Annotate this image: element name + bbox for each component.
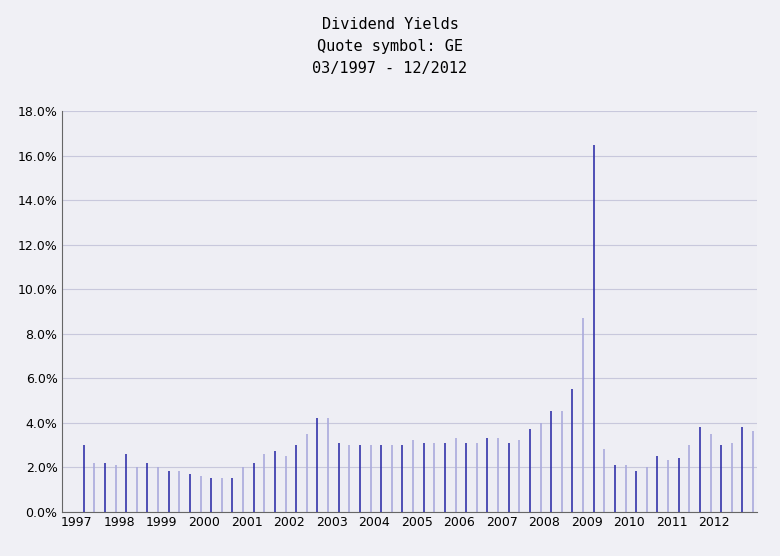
Text: Dividend Yields
Quote symbol: GE
03/1997 - 12/2012: Dividend Yields Quote symbol: GE 03/1997… bbox=[313, 17, 467, 76]
